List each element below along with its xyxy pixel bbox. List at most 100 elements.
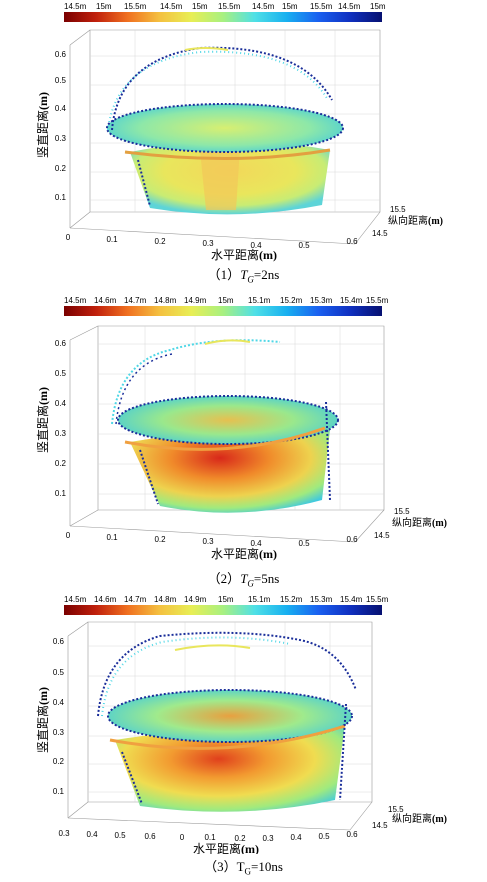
x-ticks: 0 0.1 0.2 0.3 0.4 0.5 0.6 xyxy=(66,233,358,250)
z-ticks: 0.6 0.5 0.4 0.3 0.2 0.1 xyxy=(55,339,67,498)
x-tick: 0.6 xyxy=(346,830,358,839)
svg-text:竖直距离(m): 竖直距离(m) xyxy=(35,387,50,453)
x-ticks: 0.3 0.4 0.5 0.6 0 0.1 0.2 0.3 0.4 0.5 0.… xyxy=(58,829,358,843)
x-tick: 0 xyxy=(180,833,185,842)
x-tick: 0 xyxy=(66,531,71,540)
y-ticks: 15.5 14.5 xyxy=(372,805,404,830)
x-tick: 0.5 xyxy=(318,832,330,841)
y-axis-label: 纵向距离(m) xyxy=(388,214,443,227)
x-tick: 0.3 xyxy=(202,239,214,248)
z-tick: 0.1 xyxy=(55,193,67,202)
colorbar-label: 15.5m xyxy=(366,595,389,604)
x-tick: 0.6 xyxy=(346,237,358,246)
colorbar-label: 15m xyxy=(370,2,386,11)
colorbar-label: 14.9m xyxy=(184,595,207,604)
colorbar-labels: 14.5m 15m 15.5m 14.5m 15m 15.5m 14.5m 15… xyxy=(64,2,386,11)
x-tick: 0 xyxy=(66,233,71,242)
colorbar-label: 15.3m xyxy=(310,296,333,305)
colorbar xyxy=(64,605,382,615)
figure-3-plot: 14.5m 14.6m 14.7m 14.8m 14.9m 15m 15.1m … xyxy=(35,595,447,856)
z-tick: 0.4 xyxy=(53,698,65,707)
x-axis-label: 水平距离(m) xyxy=(211,247,277,262)
z-tick: 0.4 xyxy=(55,104,67,113)
z-tick: 0.5 xyxy=(55,369,67,378)
colorbar-label: 14.8m xyxy=(154,595,177,604)
x-tick: 0.2 xyxy=(234,834,246,843)
colorbar-label: 14.7m xyxy=(124,296,147,305)
z-tick: 0.4 xyxy=(55,399,67,408)
colorbar-label: 15.1m xyxy=(248,296,271,305)
colorbar-labels: 14.5m 14.6m 14.7m 14.8m 14.9m 15m 15.1m … xyxy=(64,296,389,305)
y-tick: 15.5 xyxy=(394,507,410,516)
x-tick: 0.4 xyxy=(250,539,262,548)
figure-1-plot: 14.5m 15m 15.5m 14.5m 15m 15.5m 14.5m 15… xyxy=(35,2,443,262)
y-axis-label: 纵向距离(m) xyxy=(392,516,447,529)
colorbar-label: 14.5m xyxy=(160,2,183,11)
x-tick: 0.3 xyxy=(262,834,274,843)
colorbar-label: 14.5m xyxy=(64,595,87,604)
colorbar-label: 14.8m xyxy=(154,296,177,305)
colorbar-label: 14.6m xyxy=(94,296,117,305)
y-tick: 14.5 xyxy=(372,821,388,830)
colorbar-label: 14.5m xyxy=(338,2,361,11)
z-tick: 0.1 xyxy=(55,489,67,498)
colorbar-label: 14.7m xyxy=(124,595,147,604)
z-axis-label: 竖直距离(m) xyxy=(35,387,50,453)
y-tick: 15.5 xyxy=(388,805,404,814)
point-cloud-pot xyxy=(97,631,357,812)
z-tick: 0.6 xyxy=(55,339,67,348)
x-tick: 0.5 xyxy=(114,831,126,840)
colorbar-label: 14.6m xyxy=(94,595,117,604)
colorbar-label: 14.5m xyxy=(64,2,87,11)
x-tick: 0.3 xyxy=(58,829,70,838)
z-tick: 0.1 xyxy=(53,787,65,796)
y-axis-label: 纵向距离(m) xyxy=(392,812,447,825)
colorbar-label: 15.2m xyxy=(280,595,303,604)
point-cloud-pot xyxy=(111,339,339,513)
colorbar-label: 15m xyxy=(96,2,112,11)
z-tick: 0.3 xyxy=(55,429,67,438)
z-ticks: 0.6 0.5 0.4 0.3 0.2 0.1 xyxy=(53,637,65,796)
z-tick: 0.5 xyxy=(53,668,65,677)
z-axis-label: 竖直距离(m) xyxy=(35,687,50,753)
svg-text:竖直距离(m): 竖直距离(m) xyxy=(35,687,50,753)
colorbar-label: 14.5m xyxy=(252,2,275,11)
x-ticks: 0 0.1 0.2 0.3 0.4 0.5 0.6 xyxy=(66,531,358,548)
figure-caption-2: （2）TG=5ns xyxy=(207,571,280,589)
x-tick: 0.1 xyxy=(106,533,118,542)
z-tick: 0.2 xyxy=(53,757,65,766)
figure-panel-1: 14.5m 15m 15.5m 14.5m 15m 15.5m 14.5m 15… xyxy=(0,0,487,292)
x-tick: 0.1 xyxy=(106,235,118,244)
axes-box xyxy=(69,29,381,245)
x-tick: 0.6 xyxy=(144,832,156,841)
y-tick: 14.5 xyxy=(374,531,390,540)
x-axis-label: 水平距离(m) xyxy=(211,546,277,561)
z-tick: 0.2 xyxy=(55,459,67,468)
z-axis-label: 竖直距离(m) xyxy=(35,92,50,158)
x-tick: 0.6 xyxy=(346,535,358,544)
x-tick: 0.2 xyxy=(154,237,166,246)
x-tick: 0.4 xyxy=(290,833,302,842)
colorbar-label: 15.5m xyxy=(218,2,241,11)
colorbar-label: 15m xyxy=(218,296,234,305)
colorbar-label: 14.9m xyxy=(184,296,207,305)
z-tick: 0.6 xyxy=(55,50,67,59)
colorbar-label: 15.1m xyxy=(248,595,271,604)
colorbar-label: 15.3m xyxy=(310,595,333,604)
figure-panel-3: 14.5m 14.6m 14.7m 14.8m 14.9m 15m 15.1m … xyxy=(0,592,487,882)
axes-box xyxy=(69,325,385,543)
colorbar-label: 15.5m xyxy=(366,296,389,305)
x-tick: 0.3 xyxy=(202,537,214,546)
x-tick: 0.1 xyxy=(204,833,216,842)
figure-panel-2: 14.5m 14.6m 14.7m 14.8m 14.9m 15m 15.1m … xyxy=(0,292,487,592)
colorbar-label: 15.4m xyxy=(340,296,363,305)
figure-caption-1: （1）TG=2ns xyxy=(207,267,280,285)
y-ticks: 15.5 14.5 xyxy=(374,507,410,540)
colorbar-label: 15m xyxy=(192,2,208,11)
colorbar xyxy=(64,306,382,316)
x-tick: 0.4 xyxy=(86,830,98,839)
y-ticks: 15.5 14.5 xyxy=(372,205,406,238)
z-tick: 0.3 xyxy=(55,134,67,143)
colorbar-label: 15.4m xyxy=(340,595,363,604)
z-ticks: 0.6 0.5 0.4 0.3 0.2 0.1 xyxy=(55,50,67,202)
